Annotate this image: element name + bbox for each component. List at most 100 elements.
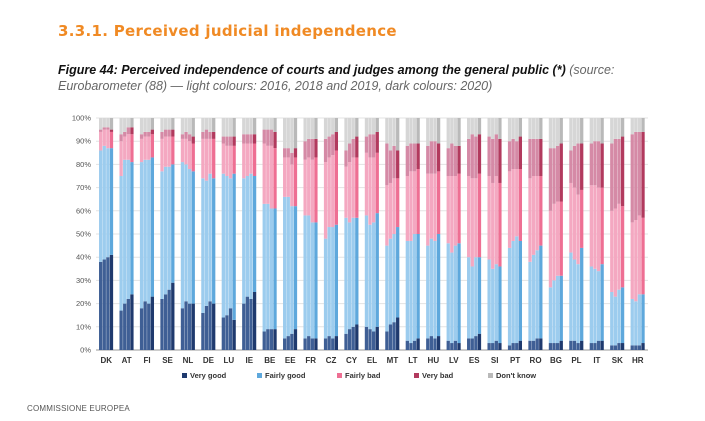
bar-segment-hr-2016-fairly-bad (630, 222, 634, 299)
bar-segment-hr-2018-very-good (634, 345, 638, 350)
bar-segment-lv-2020-very-good (457, 343, 461, 350)
bar-segment-lu-2016-very-bad (221, 136, 225, 144)
bar-segment-at-2018-very-bad (123, 131, 127, 137)
bar-segment-nl-2019-very-good (188, 303, 192, 350)
bar-segment-at-2020-very-bad (130, 127, 134, 135)
bar-segment-bg-2016-very-bad (548, 148, 553, 211)
bar-segment-fr-2020-very-good (314, 338, 318, 350)
bar-segment-de-2020-fairly-bad (212, 138, 216, 179)
bar-segment-ro-2020-very-bad (539, 138, 543, 176)
bar-segment-dk-2018-very-bad (102, 127, 106, 130)
bar-segment-bg-2016-very-good (548, 343, 553, 350)
bar-segment-el-2020-fairly-good (375, 213, 379, 327)
bar-segment-nl-2018-very-bad (184, 131, 188, 139)
bar-segment-lu-2016-fairly-bad (221, 143, 225, 174)
bar-segment-mt-2018-fairly-bad (388, 182, 393, 239)
bar-segment-cy-2018-very-bad (347, 143, 352, 163)
bar-segment-nl-2019-dont-know (188, 118, 192, 135)
bar-segment-dk-2018-fairly-bad (102, 129, 106, 146)
bar-segment-dk-2018-dont-know (102, 118, 106, 128)
bar-segment-si-2019-very-good (494, 340, 498, 350)
bar-segment-lu-2018-very-bad (225, 136, 229, 146)
bar-segment-si-2019-fairly-bad (494, 176, 498, 265)
y-tick-label: 50% (76, 230, 91, 239)
bar-segment-cz-2018-very-good (327, 336, 331, 350)
bar-segment-fi-2016-dont-know (139, 118, 144, 135)
bar-segment-lu-2018-fairly-good (225, 176, 229, 316)
bar-segment-it-2020-very-bad (600, 143, 604, 188)
bar-segment-pl-2020-fairly-bad (580, 189, 584, 248)
bar-segment-it-2018-very-good (593, 343, 597, 350)
bar-segment-si-2020-very-bad (498, 138, 502, 183)
bar-segment-sk-2016-dont-know (610, 118, 614, 144)
bar-segment-lv-2019-very-bad (453, 145, 458, 176)
bar-segment-fr-2016-dont-know (303, 118, 307, 142)
bar-segment-lu-2020-dont-know (232, 118, 236, 137)
bar-segment-si-2018-dont-know (491, 118, 495, 139)
bar-segment-lu-2020-very-bad (232, 136, 236, 146)
bar-segment-dk-2019-very-bad (106, 127, 110, 130)
bar-segment-mt-2020-very-good (396, 317, 400, 350)
bar-segment-ro-2018-very-bad (531, 138, 536, 176)
bar-segment-at-2018-fairly-bad (123, 136, 127, 160)
bar-group-ie (242, 118, 257, 350)
bar-segment-el-2019-very-bad (372, 134, 376, 158)
bar-segment-cy-2019-very-good (351, 326, 355, 350)
bar-segment-be-2020-fairly-bad (273, 148, 277, 209)
bar-segment-es-2020-fairly-good (477, 257, 482, 334)
bar-segment-nl-2016-fairly-bad (180, 138, 185, 163)
x-tick-label: SE (162, 356, 173, 365)
bar-segment-pt-2019-dont-know (515, 118, 519, 142)
bar-segment-hu-2020-very-good (436, 336, 441, 350)
bar-segment-lt-2020-dont-know (416, 118, 420, 144)
legend-item-very-bad: Very bad (414, 371, 454, 380)
bar-segment-pt-2020-dont-know (518, 118, 523, 137)
bar-segment-cz-2016-very-bad (323, 138, 328, 163)
bar-segment-it-2020-fairly-good (600, 264, 604, 341)
x-tick-label: NL (183, 356, 194, 365)
bar-segment-es-2016-very-bad (467, 138, 471, 176)
bar-segment-it-2020-fairly-bad (600, 187, 604, 265)
bar-segment-cz-2016-dont-know (323, 118, 328, 139)
bar-segment-it-2018-fairly-good (593, 268, 597, 344)
x-tick-label: SI (491, 356, 499, 365)
bar-segment-it-2016-fairly-good (589, 266, 593, 344)
bar-segment-at-2018-dont-know (123, 118, 127, 132)
bar-segment-fr-2020-fairly-good (314, 222, 318, 339)
bar-segment-se-2019-very-bad (167, 129, 171, 137)
bar-segment-pt-2020-very-good (518, 340, 523, 350)
bar-segment-dk-2019-dont-know (106, 118, 110, 128)
bar-segment-es-2019-fairly-bad (474, 178, 478, 258)
bar-segment-lu-2020-very-good (232, 319, 236, 350)
bar-segment-si-2016-fairly-bad (487, 176, 491, 260)
bar-segment-lt-2020-fairly-good (416, 234, 420, 339)
bar-segment-cz-2019-very-bad (331, 134, 335, 156)
legend-label: Don't know (496, 371, 536, 380)
bar-segment-de-2018-very-good (204, 305, 209, 350)
bar-segment-fr-2018-fairly-bad (307, 157, 311, 216)
bar-segment-lt-2019-fairly-bad (412, 171, 417, 234)
bar-segment-nl-2019-very-bad (188, 134, 192, 142)
bar-group-lu (221, 118, 236, 350)
bar-segment-lv-2020-very-bad (457, 145, 461, 174)
bar-segment-se-2020-very-bad (171, 129, 175, 137)
y-tick-label: 20% (76, 299, 91, 308)
bar-segment-ee-2020-very-good (293, 329, 298, 350)
bar-segment-ie-2016-dont-know (242, 118, 246, 135)
bar-segment-cy-2020-fairly-bad (355, 157, 359, 218)
bar-segment-ee-2019-fairly-good (290, 206, 294, 334)
bar-segment-cz-2016-very-good (323, 338, 328, 350)
bar-segment-ie-2016-very-good (242, 303, 246, 350)
bar-segment-se-2018-very-bad (163, 129, 168, 137)
bar-segment-si-2016-very-good (487, 343, 491, 350)
bar-segment-ee-2019-dont-know (290, 118, 294, 153)
footer-text: COMMISSIONE EUROPEA (27, 404, 130, 413)
bar-segment-pt-2016-dont-know (507, 118, 512, 142)
bar-segment-fr-2016-very-bad (303, 141, 307, 160)
bar-group-hu (426, 118, 441, 350)
bar-segment-lv-2018-very-good (450, 343, 454, 350)
bar-segment-fi-2018-very-bad (143, 131, 147, 137)
y-tick-label: 0% (80, 346, 91, 355)
bar-segment-sk-2020-fairly-bad (620, 206, 625, 288)
bar-segment-at-2018-very-good (123, 303, 127, 350)
